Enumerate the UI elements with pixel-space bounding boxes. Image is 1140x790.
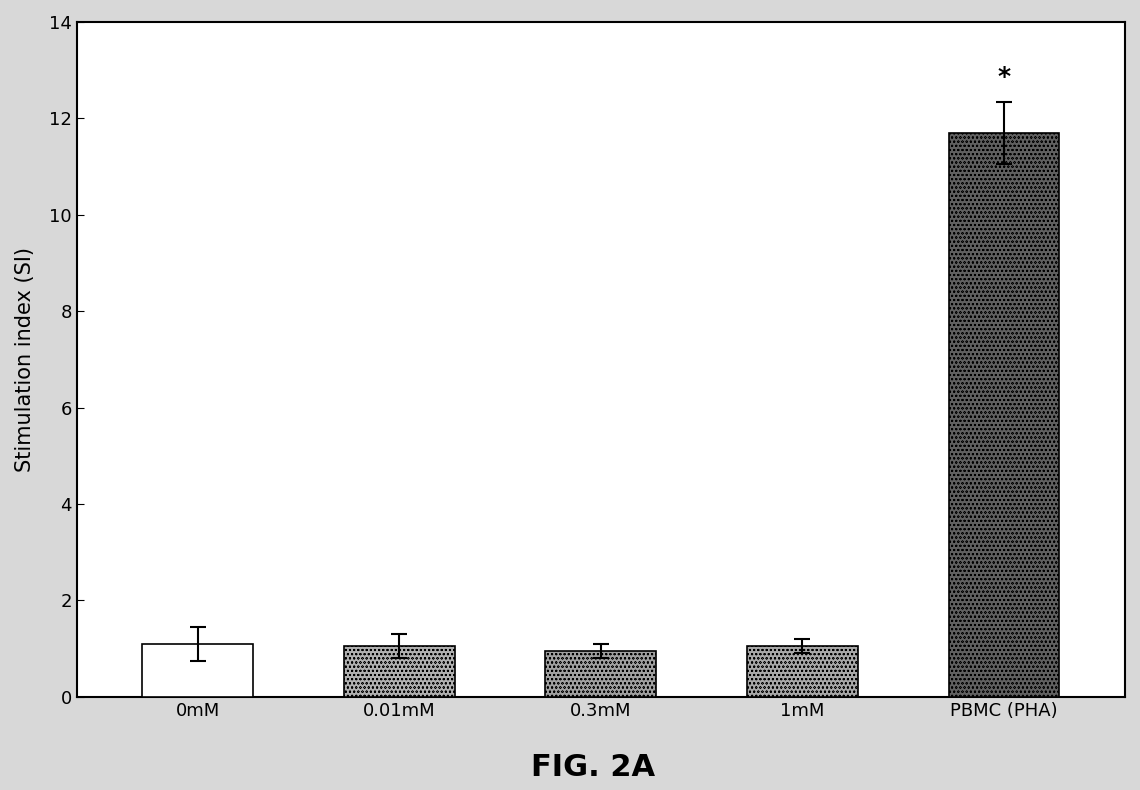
Bar [142, 644, 253, 697]
Bar [344, 646, 455, 697]
Bar [545, 651, 657, 697]
Bar [747, 646, 858, 697]
Text: *: * [998, 66, 1010, 89]
Text: FIG. 2A: FIG. 2A [531, 753, 654, 782]
Y-axis label: Stimulation index (SI): Stimulation index (SI) [15, 247, 35, 472]
Bar [948, 133, 1059, 697]
